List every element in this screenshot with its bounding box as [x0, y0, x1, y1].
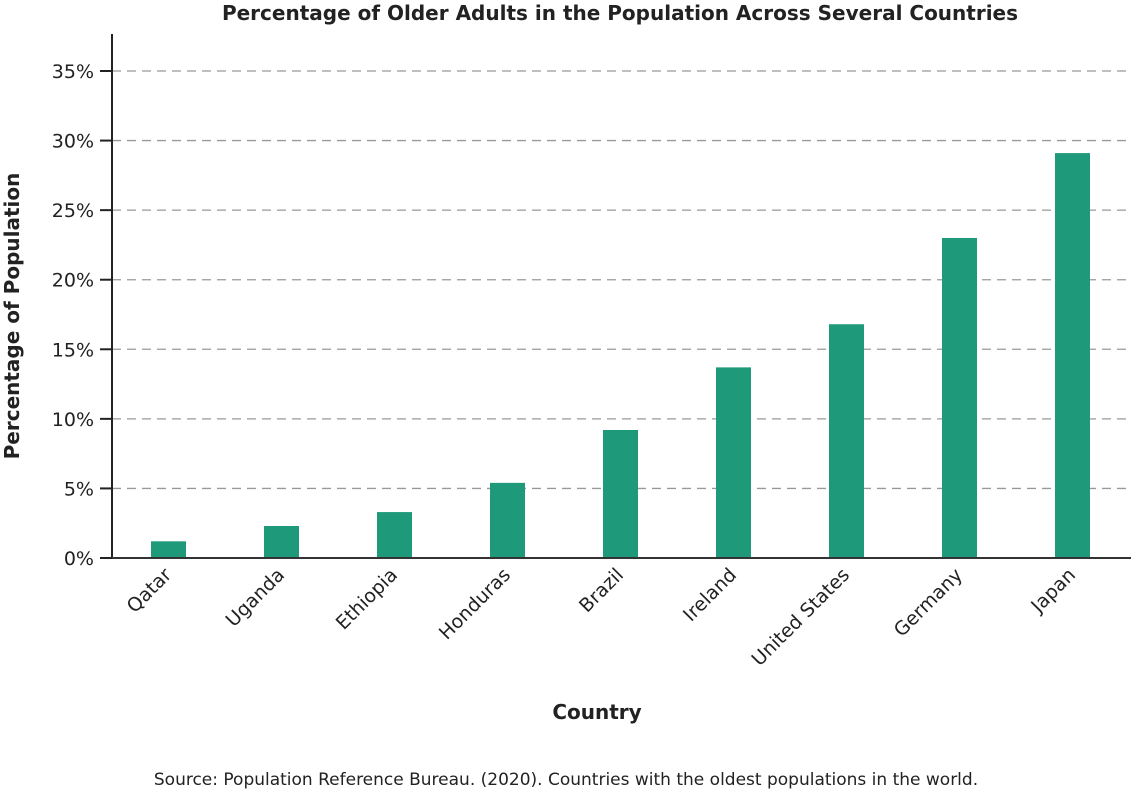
- gridlines: [112, 70, 1131, 490]
- bar-united-states: [829, 324, 864, 558]
- x-tick-label: Ethiopia: [332, 564, 402, 634]
- y-tick-label: 10%: [52, 409, 94, 431]
- y-axis: 0% 5% 10% 15% 20% 25% 30% 35%: [52, 34, 113, 570]
- y-tick-label: 0%: [64, 548, 94, 570]
- x-tick-label: Brazil: [575, 564, 628, 617]
- x-tick-label: Honduras: [435, 564, 515, 644]
- y-tick-label: 35%: [52, 61, 94, 83]
- y-tick-label: 25%: [52, 200, 94, 222]
- x-tick-label: Germany: [890, 564, 967, 641]
- chart-title: Percentage of Older Adults in the Popula…: [222, 1, 1018, 25]
- y-tick-label: 15%: [52, 339, 94, 361]
- bar-uganda: [264, 525, 299, 558]
- y-tick-label: 5%: [64, 478, 94, 500]
- bar-germany: [942, 237, 977, 558]
- x-tick-label: Japan: [1026, 564, 1080, 618]
- bars: [151, 153, 1090, 558]
- y-axis-title: Percentage of Population: [0, 173, 24, 460]
- source-note: Source: Population Reference Bureau. (20…: [154, 770, 978, 790]
- y-tick-label: 30%: [52, 131, 94, 153]
- bar-ethiopia: [377, 512, 412, 558]
- x-tick-label: United States: [747, 564, 854, 671]
- x-axis: Qatar Uganda Ethiopia Honduras Brazil Ireland…: [112, 557, 1131, 671]
- x-tick-label: Ireland: [679, 564, 741, 626]
- y-tick-label: 20%: [52, 270, 94, 292]
- x-axis-title: Country: [552, 700, 641, 724]
- bar-ireland: [716, 367, 751, 558]
- bar-honduras: [490, 482, 525, 558]
- bar-brazil: [603, 429, 638, 558]
- x-tick-label: Qatar: [123, 564, 177, 618]
- bar-qatar: [151, 541, 186, 558]
- x-tick-label: Uganda: [222, 564, 289, 631]
- bar-japan: [1055, 153, 1090, 558]
